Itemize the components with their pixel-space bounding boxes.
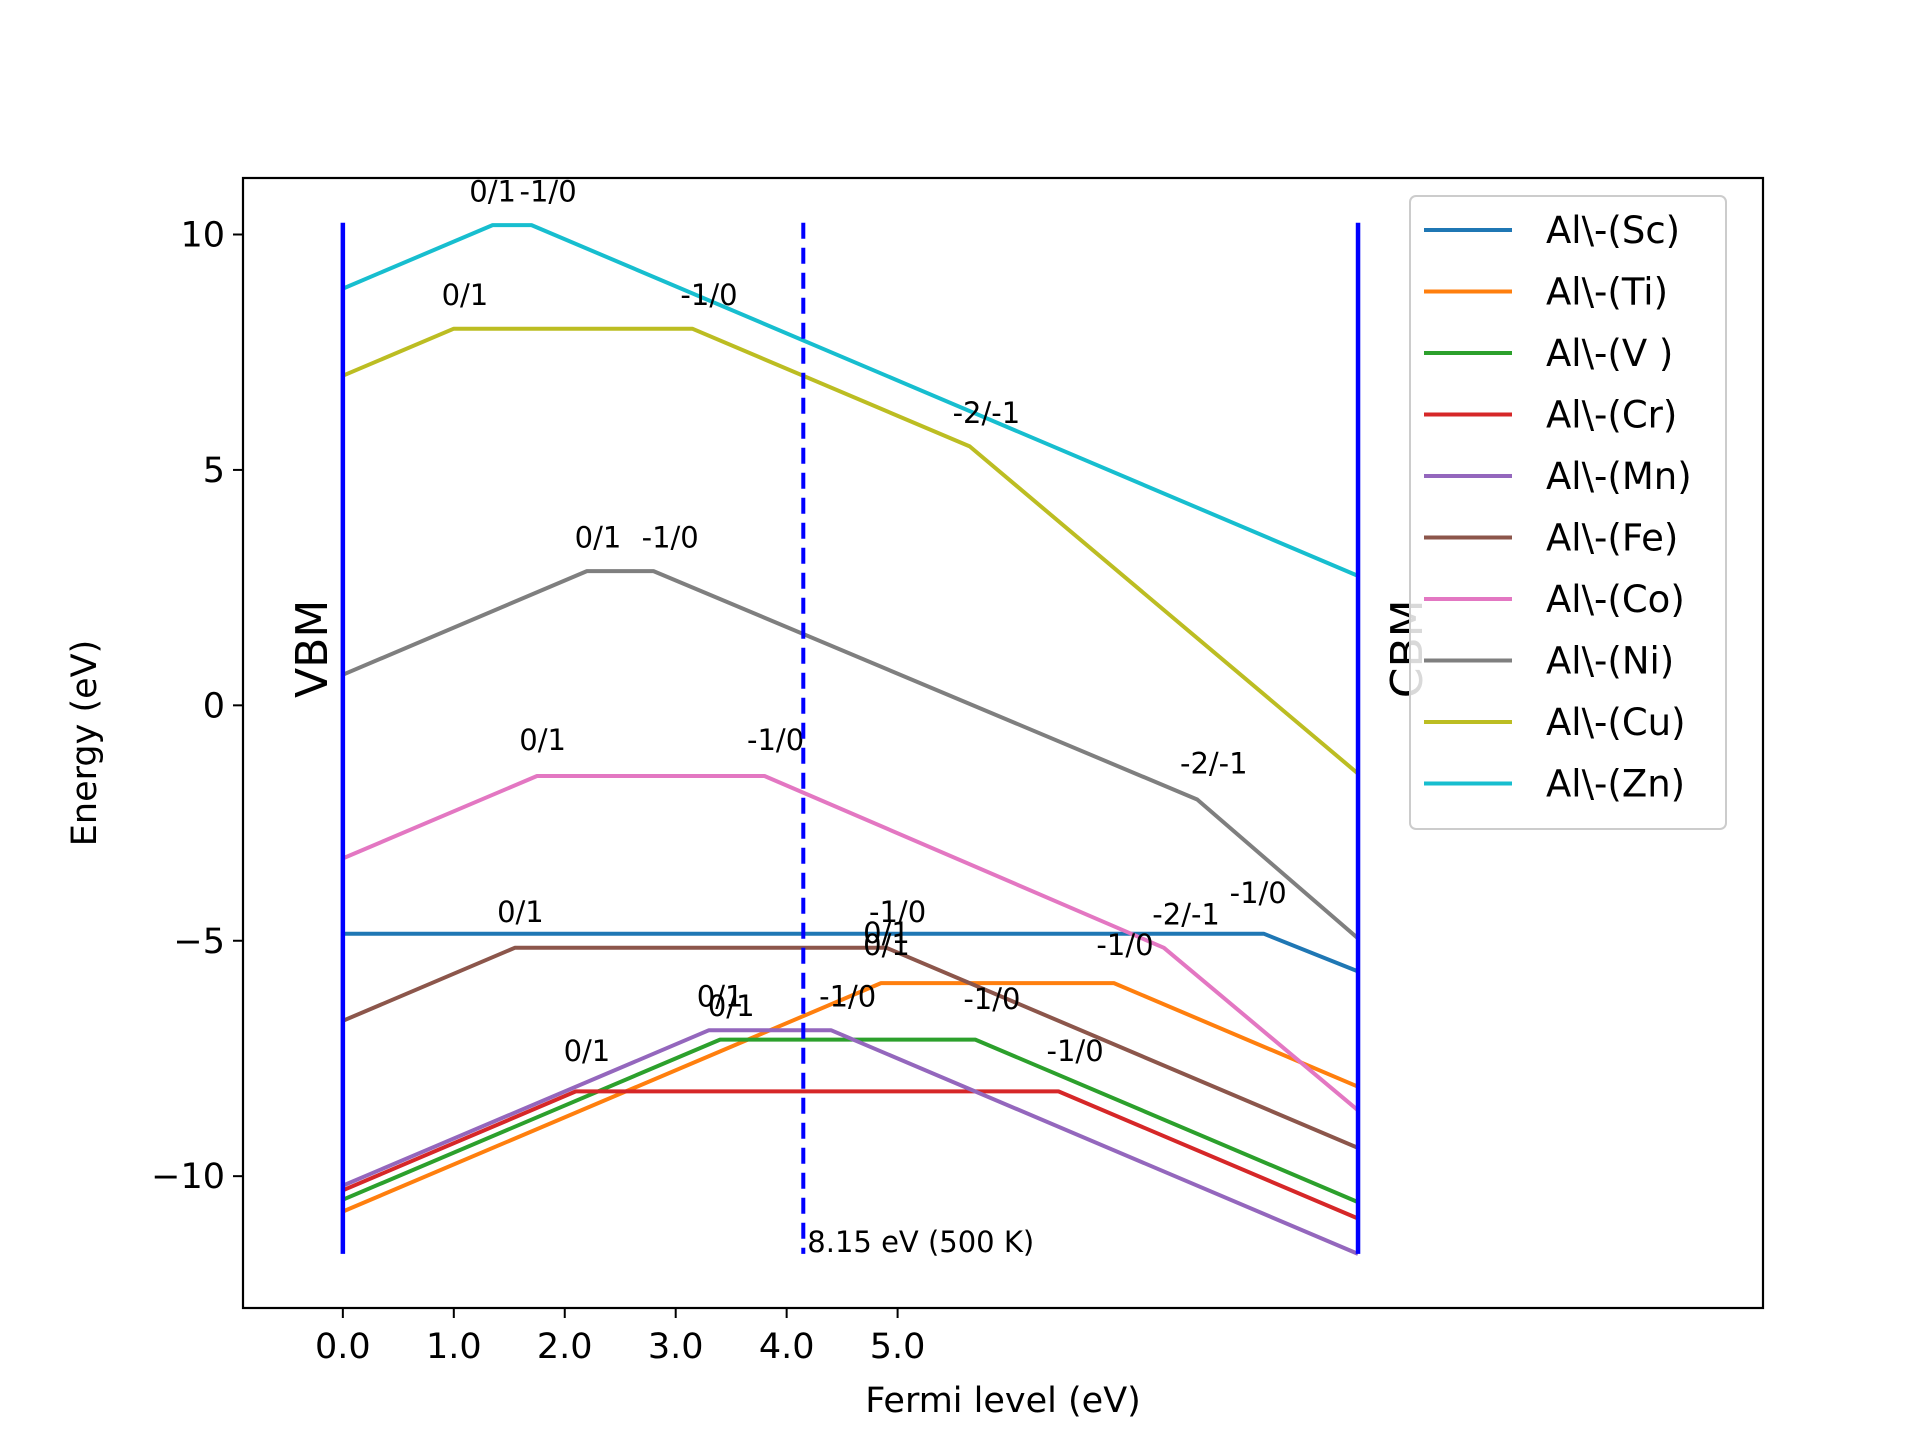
transition-label-0-2: -1/0: [1230, 876, 1287, 910]
series-line-0: [342, 931, 1359, 974]
x-tick-label: 3.0: [648, 1327, 704, 1367]
vbm-label: VBM: [287, 600, 338, 698]
y-tick-label: 5: [203, 451, 225, 491]
y-tick-label: 0: [203, 686, 225, 726]
transition-label-8-1: -1/0: [680, 278, 737, 312]
series-line-2: [342, 1037, 1359, 1204]
legend: Al\-(Sc) Al\-(Ti) Al\-(V ) Al\-(Cr) Al\-(Mn)…: [1409, 195, 1727, 830]
transition-label-5-0: 0/1: [863, 916, 910, 950]
series-line-7: [342, 569, 1360, 940]
legend-label-4: Al\-(Mn): [1546, 455, 1692, 498]
transition-label-4-1: -1/0: [819, 980, 876, 1014]
transition-label-3-0: 0/1: [564, 1034, 611, 1068]
series-line-3: [342, 1089, 1359, 1221]
transition-label-1-1: -1/0: [1096, 928, 1153, 962]
transition-label-2-1: -1/0: [963, 982, 1020, 1016]
transition-label-9-0: 0/1: [469, 175, 516, 209]
transition-label-6-0: 0/1: [519, 723, 566, 757]
transition-label-0-0: 0/1: [497, 895, 544, 929]
series-line-4: [342, 1028, 1359, 1256]
transition-label-0-1: -1/0: [869, 895, 926, 929]
transition-label-8-0: 0/1: [442, 278, 489, 312]
fermi-level-label: 8.15 eV (500 K): [807, 1225, 1034, 1259]
x-tick-label: 5.0: [870, 1327, 926, 1367]
transition-label-9-1: -1/0: [520, 175, 577, 209]
x-axis-label: Fermi level (eV): [865, 1381, 1141, 1421]
y-axis-label: Energy (eV): [65, 640, 105, 846]
legend-label-5: Al\-(Fe): [1546, 517, 1678, 560]
legend-label-6: Al\-(Co): [1546, 578, 1685, 621]
legend-label-9: Al\-(Zn): [1546, 763, 1685, 806]
transition-label-8-2: -2/-1: [953, 396, 1021, 430]
x-tick-label: 1.0: [426, 1327, 482, 1367]
transition-label-7-1: -1/0: [642, 521, 699, 555]
legend-label-3: Al\-(Cr): [1546, 394, 1677, 437]
series-line-5: [342, 945, 1359, 1150]
x-tick-label: 0.0: [315, 1327, 371, 1367]
transition-label-2-0: 0/1: [708, 989, 755, 1023]
y-tick-label: −10: [151, 1157, 225, 1197]
series-line-8: [342, 326, 1360, 776]
transition-label-3-1: -1/0: [1047, 1034, 1104, 1068]
legend-label-1: Al\-(Ti): [1546, 271, 1668, 314]
x-tick-label: 2.0: [537, 1327, 593, 1367]
transition-label-6-1: -1/0: [747, 723, 804, 757]
legend-label-0: Al\-(Sc): [1546, 209, 1680, 252]
transition-label-6-2: -2/-1: [1152, 897, 1220, 931]
series-line-9: [342, 223, 1359, 578]
transition-label-7-2: -2/-1: [1180, 747, 1248, 781]
transition-label-7-0: 0/1: [575, 521, 622, 555]
x-tick-label: 4.0: [759, 1327, 815, 1367]
series-line-1: [342, 981, 1359, 1214]
y-tick-label: −5: [173, 922, 225, 962]
legend-label-8: Al\-(Cu): [1546, 701, 1686, 744]
transition-label-1-0: 0/1: [863, 928, 910, 962]
transition-label-4-0: 0/1: [697, 980, 744, 1014]
plot-frame: [241, 176, 1765, 1310]
y-tick-label: 10: [180, 216, 225, 256]
legend-label-2: Al\-(V ): [1546, 332, 1673, 375]
legend-label-7: Al\-(Ni): [1546, 640, 1674, 683]
series-line-6: [342, 774, 1360, 1112]
